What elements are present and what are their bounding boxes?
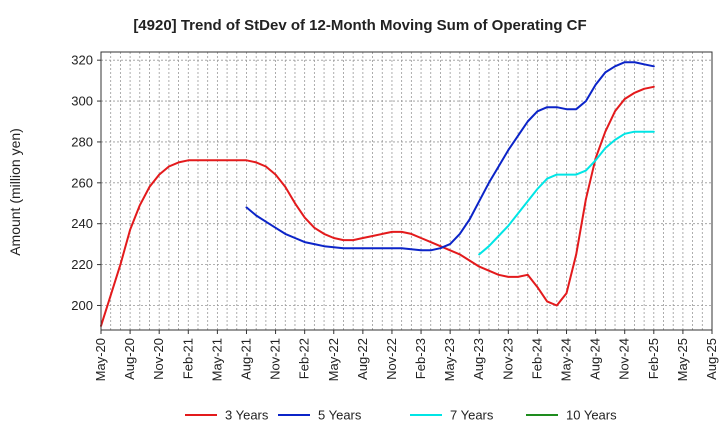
x-axis-ticks: May-20 Aug-20 Nov-20 Feb-21 May-21 Aug-21 Nov-… [93, 330, 719, 381]
series-line-3-years [100, 85, 655, 327]
x-tick-label: Aug-25 [704, 338, 719, 380]
y-tick-label: 320 [71, 53, 93, 68]
x-tick-label: May-25 [675, 338, 690, 381]
y-tick-label: 220 [71, 257, 93, 272]
x-tick-label: Feb-23 [413, 338, 428, 379]
legend-label: 3 Years [225, 408, 269, 423]
x-tick-label: Aug-21 [238, 338, 253, 380]
x-tick-label: Nov-23 [500, 338, 515, 380]
y-axis-label: Amount (million yen) [7, 128, 23, 256]
x-tick-label: May-21 [209, 338, 224, 381]
y-tick-label: 260 [71, 175, 93, 190]
y-axis-ticks: 200 220 240 260 280 300 320 [71, 53, 101, 313]
legend-label: 5 Years [318, 408, 362, 423]
y-tick-label: 280 [71, 134, 93, 149]
x-tick-label: Aug-23 [471, 338, 486, 380]
series-line-5-years [245, 61, 655, 252]
legend: 3 Years 5 Years 7 Years 10 Years [185, 408, 617, 423]
chart-title: [4920] Trend of StDev of 12-Month Moving… [133, 17, 586, 34]
x-tick-label: Feb-22 [297, 338, 312, 379]
x-tick-label: Nov-22 [384, 338, 399, 380]
grid [101, 52, 712, 330]
x-tick-label: Feb-21 [180, 338, 195, 379]
legend-label: 7 Years [450, 408, 494, 423]
plot-frame [100, 51, 713, 331]
x-tick-label: May-24 [559, 338, 574, 381]
x-tick-label: Feb-25 [646, 338, 661, 379]
x-tick-label: Aug-24 [588, 338, 603, 380]
legend-label: 10 Years [566, 408, 617, 423]
series-lines [100, 61, 655, 327]
x-tick-label: May-22 [326, 338, 341, 381]
series-line-7-years [478, 130, 655, 256]
y-tick-label: 300 [71, 94, 93, 109]
x-tick-label: Aug-20 [122, 338, 137, 380]
x-tick-label: Nov-24 [617, 338, 632, 380]
x-tick-label: May-23 [442, 338, 457, 381]
y-tick-label: 240 [71, 216, 93, 231]
y-tick-label: 200 [71, 298, 93, 313]
x-tick-label: Nov-20 [151, 338, 166, 380]
x-tick-label: Aug-22 [355, 338, 370, 380]
x-tick-label: Nov-21 [268, 338, 283, 380]
x-tick-label: May-20 [93, 338, 108, 381]
x-tick-label: Feb-24 [529, 338, 544, 379]
